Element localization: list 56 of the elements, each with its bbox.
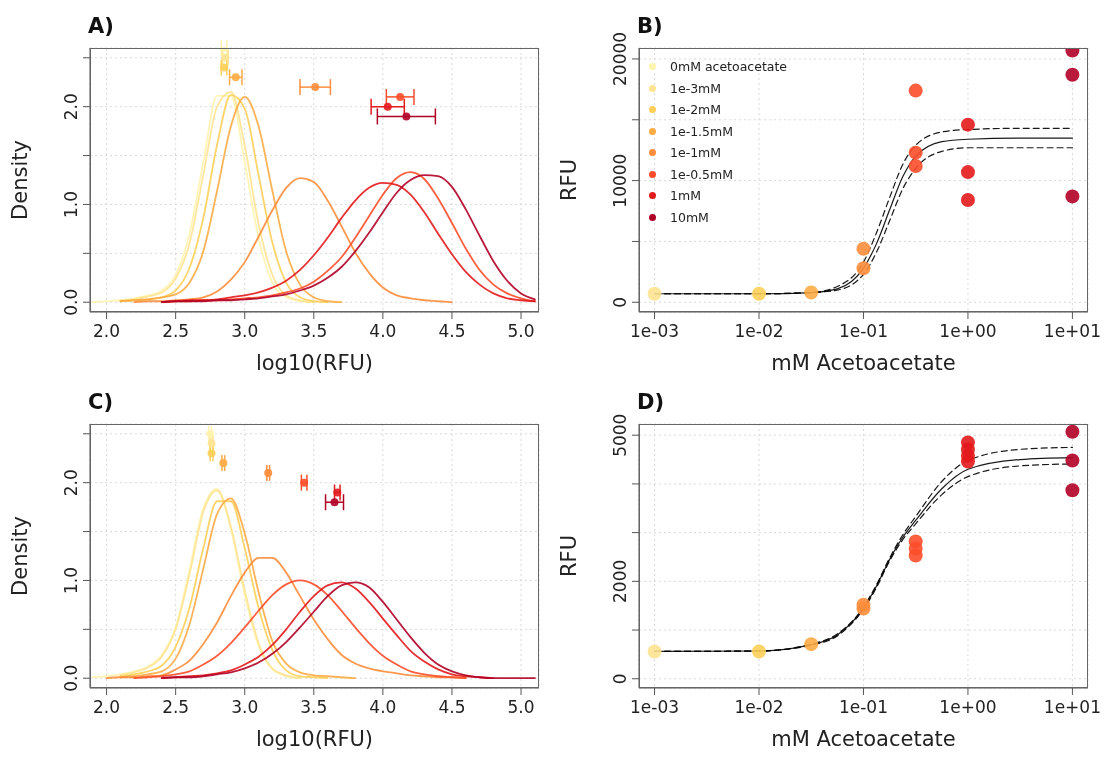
- x-tick-label: 3.5: [300, 321, 328, 341]
- y-axis-title: RFU: [557, 158, 582, 202]
- x-tick-label: 4.0: [369, 697, 397, 717]
- legend-label: 1e-3mM: [670, 79, 722, 98]
- x-tick-label: 1e+00: [939, 697, 997, 717]
- x-tick-label: 4.5: [438, 321, 466, 341]
- x-tick-label: 2.0: [93, 697, 121, 717]
- x-tick-label: 1e+00: [939, 321, 997, 341]
- x-tick-label: 3.5: [300, 697, 328, 717]
- x-axis-title: mM Acetoacetate: [771, 727, 956, 751]
- x-tick-label: 3.0: [231, 697, 259, 717]
- x-tick-label: 3.0: [231, 321, 259, 341]
- x-tick-label: 1e-03: [630, 697, 680, 717]
- x-tick-label: 1e-02: [734, 697, 784, 717]
- legend-label: 1e-0.5mM: [670, 165, 733, 184]
- x-tick-label: 4.5: [438, 697, 466, 717]
- x-tick-label: 2.0: [93, 321, 121, 341]
- y-tick-label: 1.0: [61, 566, 81, 594]
- y-tick-label: 2.0: [61, 93, 81, 121]
- y-tick-label: 20000: [610, 31, 630, 86]
- legend-label: 1mM: [670, 187, 701, 205]
- x-tick-label: 1e-02: [734, 321, 784, 341]
- y-tick-label: 0.0: [61, 288, 81, 316]
- y-tick-label: 2000: [610, 559, 630, 603]
- y-axis-title: RFU: [557, 534, 582, 578]
- chart-title: A): [88, 14, 114, 38]
- legend-label: 1e-2mM: [670, 101, 722, 119]
- x-tick-label: 1e+01: [1043, 697, 1101, 717]
- y-tick-label: 0: [610, 296, 630, 308]
- x-tick-label: 4.0: [369, 321, 397, 341]
- x-tick-label: 2.5: [162, 321, 190, 341]
- x-tick-label: 1e-01: [838, 321, 888, 341]
- chart-title: D): [637, 390, 665, 414]
- x-axis-title: mM Acetoacetate: [771, 351, 956, 375]
- x-tick-label: 1e-01: [838, 697, 888, 717]
- legend-label: 0mM acetoacetate: [670, 58, 788, 76]
- y-tick-label: 2.0: [61, 469, 81, 497]
- legend-label: 1e-1.5mM: [670, 122, 733, 141]
- x-axis-title: log10(RFU): [255, 351, 374, 375]
- x-tick-label: 5.0: [507, 321, 535, 341]
- y-tick-label: 1.0: [61, 190, 81, 218]
- y-axis-title: Density: [8, 140, 33, 220]
- y-tick-label: 0: [610, 673, 630, 685]
- y-tick-label: 0.0: [61, 664, 81, 692]
- x-tick-label: 1e+01: [1043, 321, 1101, 341]
- x-tick-label: 5.0: [507, 697, 535, 717]
- y-tick-label: 5000: [610, 413, 630, 457]
- x-axis-title: log10(RFU): [255, 727, 374, 751]
- x-tick-label: 1e-03: [630, 321, 680, 341]
- chart-title: B): [637, 14, 663, 38]
- legend-label: 1e-1mM: [670, 144, 722, 162]
- legend-label: 10mM: [670, 208, 709, 227]
- y-tick-label: 10000: [610, 153, 630, 208]
- x-tick-label: 2.5: [162, 697, 190, 717]
- chart-title: C): [88, 390, 114, 414]
- y-axis-title: Density: [8, 516, 33, 596]
